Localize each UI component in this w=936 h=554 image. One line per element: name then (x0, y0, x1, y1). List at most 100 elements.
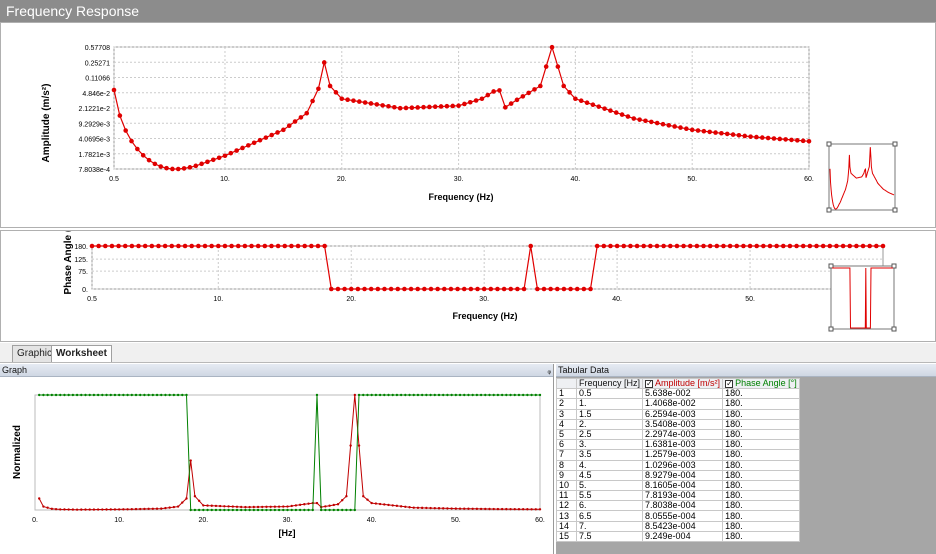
amplitude-cell[interactable]: 8.1605e-004 (642, 479, 724, 492)
phase-cell[interactable]: 180. (722, 459, 800, 471)
frequency-cell[interactable]: 1. (575, 398, 644, 410)
amplitude-checkbox[interactable]: ✓ (645, 379, 654, 389)
amplitude-column-header[interactable]: ✓ Amplitude [m/s²] (642, 377, 724, 390)
frequency-cell[interactable]: 6. (575, 500, 644, 512)
amplitude-cell[interactable]: 2.2974e-003 (642, 428, 724, 441)
phase-checkbox[interactable]: ✓ (725, 379, 734, 389)
phase-column-header[interactable]: ✓ Phase Angle [°] (722, 377, 800, 390)
amplitude-cell[interactable]: 3.5408e-003 (642, 418, 724, 430)
frequency-cell[interactable]: 4.5 (575, 469, 644, 481)
amplitude-cell[interactable]: 1.2579e-003 (642, 449, 724, 461)
amplitude-cell[interactable]: 9.249e-004 (642, 530, 724, 543)
row-index[interactable]: 10 (556, 479, 577, 492)
frequency-cell[interactable]: 6.5 (575, 510, 644, 522)
table-row[interactable]: 5 2.5 2.2974e-003 180. (556, 428, 800, 441)
table-row[interactable]: 13 6.5 8.0555e-004 180. (556, 510, 800, 522)
normalized-amplitude-point (475, 507, 479, 511)
phase-cell[interactable]: 180. (722, 469, 800, 481)
phase-x-tick: 40. (612, 296, 622, 303)
table-row[interactable]: 15 7.5 9.249e-004 180. (556, 530, 800, 543)
table-row[interactable]: 7 3.5 1.2579e-003 180. (556, 449, 800, 461)
table-row[interactable]: 2 1. 1.4068e-002 180. (556, 398, 800, 410)
table-row[interactable]: 3 1.5 6.2594e-003 180. (556, 408, 800, 420)
phase-chart[interactable]: 180. 125. 75. 0. 0.5 10. 20. 30. 40. 50. Phase A… (1, 221, 935, 341)
frequency-cell[interactable]: 2.5 (575, 428, 644, 441)
phase-cell[interactable]: 180. (722, 398, 800, 410)
row-index[interactable]: 11 (556, 490, 577, 502)
table-row[interactable]: 10 5. 8.1605e-004 180. (556, 479, 800, 492)
table-row[interactable]: 9 4.5 8.9279e-004 180. (556, 469, 800, 481)
normalized-amplitude-point (176, 505, 180, 508)
row-index[interactable]: 9 (556, 469, 577, 481)
row-index[interactable]: 4 (556, 418, 577, 430)
amplitude-cell[interactable]: 7.8193e-004 (642, 490, 724, 502)
phase-cell[interactable]: 180. (722, 428, 800, 441)
row-index[interactable]: 13 (556, 510, 577, 522)
amplitude-point (672, 124, 677, 129)
table-row[interactable]: 4 2. 3.5408e-003 180. (556, 418, 800, 430)
frequency-cell[interactable]: 7.5 (575, 530, 644, 543)
table-row[interactable]: 14 7. 8.5423e-004 180. (556, 520, 800, 532)
normalized-amplitude-point (471, 507, 474, 511)
row-index[interactable]: 14 (556, 520, 577, 532)
frequency-cell[interactable]: 4. (575, 459, 644, 471)
phase-cell[interactable]: 180. (722, 408, 800, 420)
normalized-amplitude-point (67, 508, 70, 511)
tab-worksheet[interactable]: Worksheet (51, 345, 112, 362)
row-index[interactable]: 15 (556, 530, 577, 543)
amplitude-cell[interactable]: 8.5423e-004 (642, 520, 724, 532)
phase-point (721, 243, 726, 249)
amplitude-cell[interactable]: 1.4068e-002 (642, 398, 724, 410)
phase-cell[interactable]: 180. (722, 520, 800, 532)
table-row[interactable]: 1 0.5 5.638e-002 180. (556, 388, 800, 400)
table-row[interactable]: 12 6. 7.8038e-004 180. (556, 500, 800, 512)
amplitude-point (759, 135, 765, 140)
phase-cell[interactable]: 180. (722, 479, 800, 492)
phase-cell[interactable]: 180. (722, 500, 800, 512)
amplitude-chart[interactable]: 0.57708 0.25271 0.11066 4.846e-2 2.1221e-2 9.… (1, 23, 935, 227)
frequency-cell[interactable]: 1.5 (575, 408, 644, 420)
frequency-column-header[interactable]: Frequency [Hz] (575, 377, 644, 390)
phase-cell[interactable]: 180. (722, 439, 800, 451)
phase-cell[interactable]: 180. (722, 388, 800, 400)
table-row[interactable]: 8 4. 1.0296e-003 180. (556, 459, 800, 471)
frequency-cell[interactable]: 3. (575, 439, 644, 451)
amplitude-cell[interactable]: 7.8038e-004 (642, 500, 724, 512)
amplitude-cell[interactable]: 5.638e-002 (642, 388, 724, 400)
phase-point (767, 243, 773, 249)
phase-cell[interactable]: 180. (722, 449, 800, 461)
frequency-cell[interactable]: 2. (575, 418, 644, 430)
amplitude-thumbnail[interactable] (826, 141, 898, 213)
row-index[interactable]: 12 (556, 500, 577, 512)
row-index[interactable]: 1 (556, 388, 577, 400)
frequency-cell[interactable]: 7. (575, 520, 644, 532)
table-row[interactable]: 11 5.5 7.8193e-004 180. (556, 490, 800, 502)
normalized-graph[interactable]: 0. 10. 20. 30. 40. 50. 60. Normalized [Hz] (0, 378, 553, 554)
phase-thumbnail[interactable] (828, 263, 897, 332)
pin-icon[interactable]: ᵩ (547, 366, 551, 375)
row-index[interactable]: 7 (556, 449, 577, 461)
frequency-cell[interactable]: 3.5 (575, 449, 644, 461)
amplitude-cell[interactable]: 8.9279e-004 (642, 469, 724, 481)
row-index[interactable]: 6 (556, 439, 577, 451)
frequency-cell[interactable]: 5. (575, 479, 644, 492)
row-index[interactable]: 2 (556, 398, 577, 410)
phase-cell[interactable]: 180. (722, 418, 800, 430)
row-index[interactable]: 5 (556, 428, 577, 441)
phase-cell[interactable]: 180. (722, 510, 800, 522)
amplitude-cell[interactable]: 8.0555e-004 (642, 510, 724, 522)
table-row[interactable]: 6 3. 1.6381e-003 180. (556, 439, 800, 451)
amplitude-point (164, 165, 169, 171)
phase-cell[interactable]: 180. (722, 530, 800, 543)
amplitude-point (783, 137, 788, 142)
phase-cell[interactable]: 180. (722, 490, 800, 502)
amplitude-cell[interactable]: 1.0296e-003 (642, 459, 724, 471)
frequency-cell[interactable]: 0.5 (575, 388, 644, 400)
normalized-phase-point (404, 393, 407, 397)
amplitude-cell[interactable]: 1.6381e-003 (642, 439, 724, 451)
normalized-amplitude-point (223, 505, 226, 508)
amplitude-cell[interactable]: 6.2594e-003 (642, 408, 724, 420)
row-index[interactable]: 3 (556, 408, 577, 420)
row-index[interactable]: 8 (556, 459, 577, 471)
frequency-cell[interactable]: 5.5 (575, 490, 644, 502)
